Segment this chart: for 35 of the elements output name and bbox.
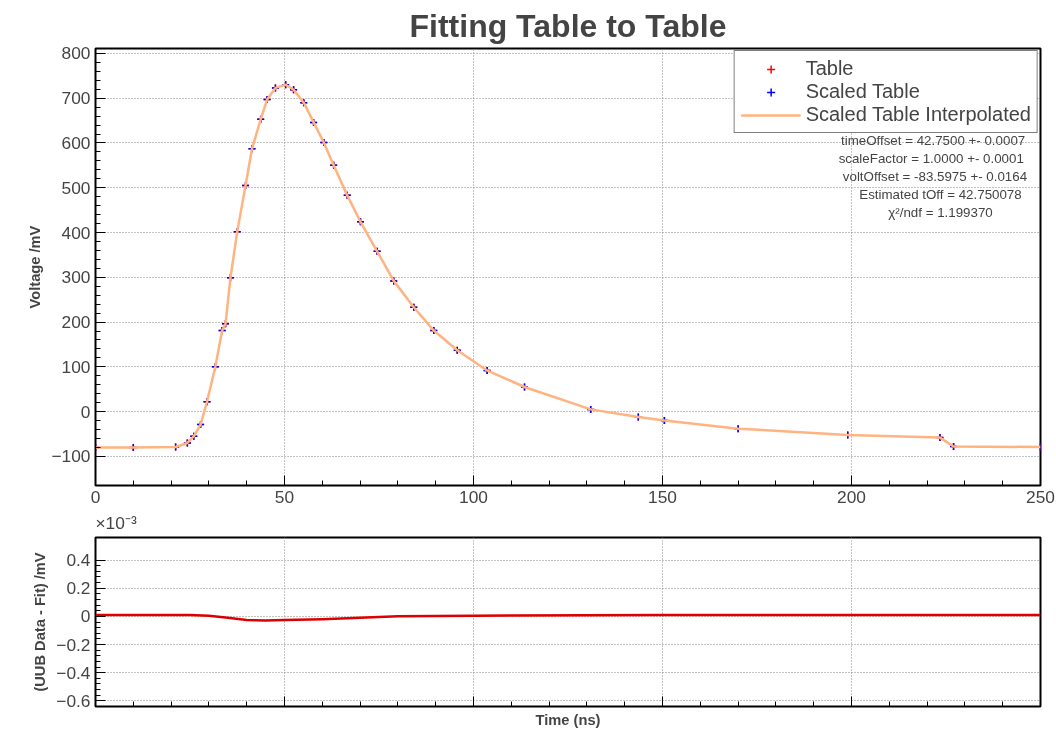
y-tick-label: 400	[61, 222, 91, 243]
chart-title: Fitting Table to Table	[409, 7, 727, 44]
y-axis-title: (UUB Data - Fit) /mV	[32, 552, 49, 692]
y-tick-label: 700	[61, 88, 91, 109]
annotation: timeOffset = 42.7500 +- 0.0007	[840, 133, 1026, 148]
y-tick-label: −0.6	[56, 690, 91, 711]
y-tick-label: 0.2	[66, 578, 91, 599]
annotation: scaleFactor = 1.0000 +- 0.0001	[838, 151, 1024, 166]
legend-label: Scaled Table	[805, 80, 920, 103]
legend-label: Scaled Table Interpolated	[805, 103, 1031, 126]
legend-label: Table	[805, 57, 854, 80]
line-series	[95, 83, 1041, 449]
y-tick-label: 500	[61, 177, 91, 198]
y-tick-label: 800	[61, 43, 91, 64]
x-axis-title: Time (ns)	[535, 711, 601, 728]
y-tick-label: −0.2	[56, 634, 91, 655]
x-tick-label: 50	[274, 486, 295, 507]
y-tick-label: 0	[80, 606, 91, 627]
y-axis-title: Voltage /mV	[27, 225, 44, 309]
annotation: χ²/ndf = 1.199370	[888, 205, 993, 220]
y-tick-label: 0.4	[66, 550, 91, 571]
y-tick-label: 600	[61, 132, 91, 153]
y-tick-label: 0	[80, 401, 91, 422]
x-tick-label: 250	[1026, 486, 1055, 507]
y-tick-label: 100	[61, 356, 91, 377]
annotation: voltOffset = -83.5975 +- 0.0164	[842, 169, 1028, 184]
y-tick-label: −100	[51, 446, 91, 467]
x-tick-label: 200	[837, 486, 866, 507]
y-tick-label: 300	[61, 267, 91, 288]
y-tick-label: −0.4	[56, 662, 91, 683]
x-tick-label: 100	[459, 486, 488, 507]
text: ×10⁻³	[95, 512, 137, 533]
x-tick-label: 150	[648, 486, 677, 507]
y-tick-label: 200	[61, 312, 91, 333]
annotation: Estimated tOff = 42.750078	[859, 187, 1022, 202]
